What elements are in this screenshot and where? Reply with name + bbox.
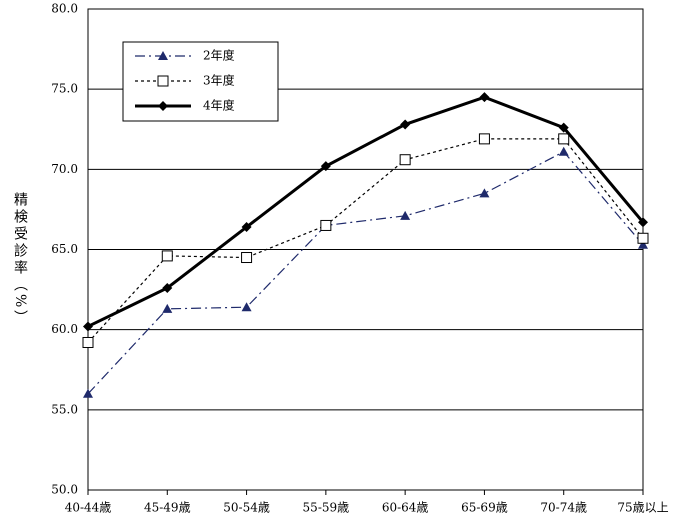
y-tick-label: 60.0 bbox=[51, 322, 78, 336]
y-tick-label: 80.0 bbox=[51, 2, 78, 16]
x-tick-label: 55-59歳 bbox=[303, 501, 350, 515]
y-tick-label: 55.0 bbox=[51, 402, 78, 416]
legend-marker bbox=[158, 51, 168, 60]
series-line bbox=[87, 95, 645, 328]
plot-frame bbox=[87, 8, 644, 491]
x-tick-label: 70-74歳 bbox=[540, 501, 587, 515]
legend-label: 3年度 bbox=[203, 73, 235, 88]
data-point bbox=[558, 133, 570, 145]
data-point bbox=[161, 250, 173, 262]
legend-marker bbox=[157, 75, 169, 87]
data-point bbox=[241, 252, 253, 264]
data-point bbox=[638, 217, 648, 228]
data-point bbox=[637, 232, 649, 244]
legend-box bbox=[122, 41, 279, 122]
y-tick-label: 70.0 bbox=[51, 162, 78, 176]
legend-label: 4年度 bbox=[203, 98, 235, 113]
data-point bbox=[83, 388, 93, 398]
data-point bbox=[82, 336, 94, 348]
data-point bbox=[479, 188, 490, 198]
series-line bbox=[87, 150, 644, 395]
y-tick-label: 50.0 bbox=[51, 483, 78, 497]
x-tick-label: 45-49歳 bbox=[144, 501, 191, 515]
y-axis-label: 精検受診率（%） bbox=[12, 192, 28, 327]
data-point bbox=[558, 122, 569, 133]
data-point bbox=[400, 119, 411, 130]
data-point bbox=[399, 154, 411, 166]
data-point bbox=[241, 302, 252, 312]
legend-label: 2年度 bbox=[203, 48, 235, 63]
data-point bbox=[478, 133, 490, 145]
data-point bbox=[320, 161, 331, 172]
x-tick-label: 60-64歳 bbox=[382, 501, 429, 515]
x-tick-label: 40-44歳 bbox=[65, 501, 112, 515]
x-tick-label: 50-54歳 bbox=[223, 501, 270, 515]
data-point bbox=[479, 92, 490, 103]
data-point bbox=[638, 239, 648, 249]
data-point bbox=[162, 303, 173, 313]
data-point bbox=[320, 219, 332, 231]
data-point bbox=[400, 210, 411, 220]
y-tick-label: 65.0 bbox=[51, 242, 78, 256]
data-point bbox=[241, 222, 252, 233]
data-point bbox=[83, 321, 93, 332]
x-tick-label: 75歳以上 bbox=[617, 501, 668, 515]
y-tick-label: 75.0 bbox=[51, 82, 78, 96]
x-tick-label: 65-69歳 bbox=[461, 501, 508, 515]
data-point bbox=[162, 282, 173, 293]
legend-marker bbox=[158, 101, 168, 111]
data-point bbox=[558, 146, 569, 156]
